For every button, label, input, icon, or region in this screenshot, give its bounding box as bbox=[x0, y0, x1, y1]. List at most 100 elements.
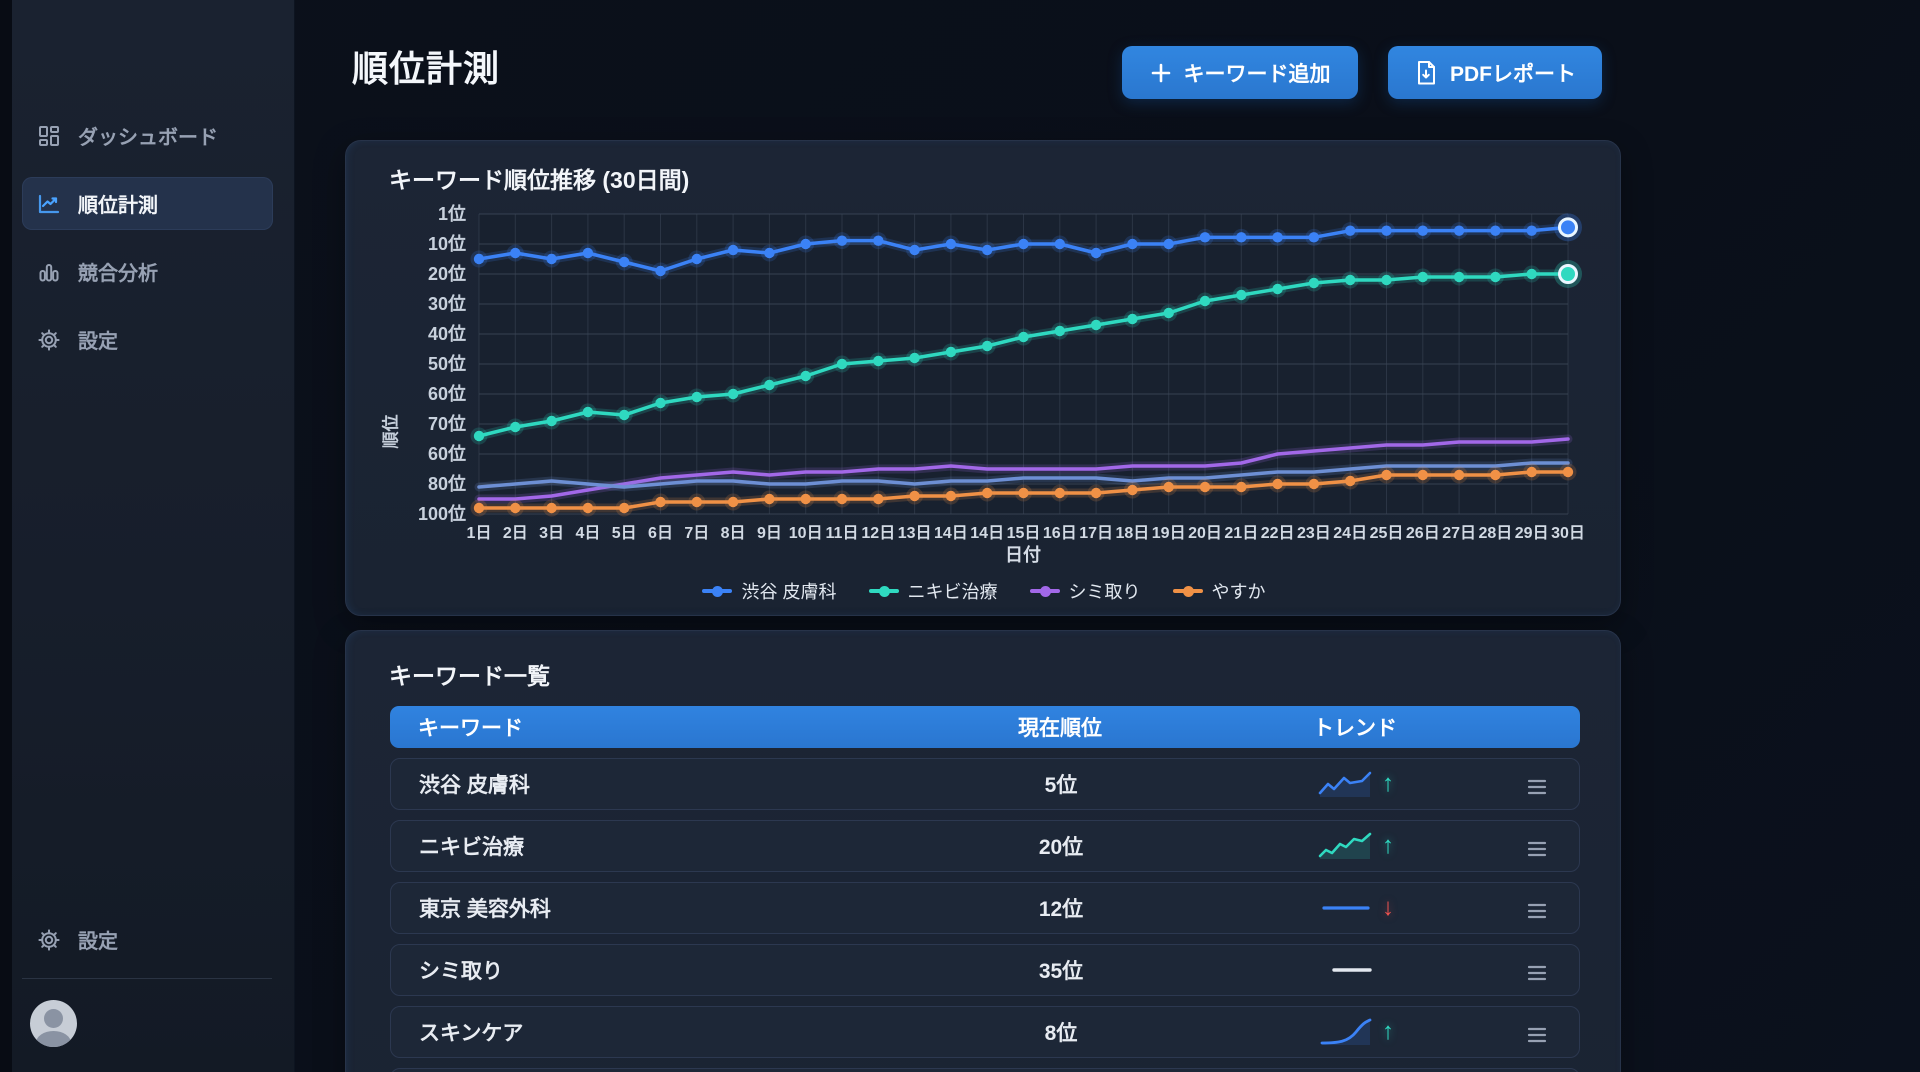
row-menu-icon[interactable] bbox=[1527, 963, 1547, 987]
keyword-list-title: キーワード一覧 bbox=[389, 663, 550, 689]
svg-text:21日: 21日 bbox=[1224, 524, 1258, 542]
svg-text:5日: 5日 bbox=[612, 524, 637, 542]
trend-up-icon: ↑ bbox=[1382, 832, 1394, 859]
legend-marker-icon bbox=[702, 585, 733, 597]
table-header-row: キーワード 現在順位 トレンド bbox=[390, 706, 1580, 748]
trend-cell bbox=[1251, 955, 1461, 985]
svg-text:80位: 80位 bbox=[428, 473, 466, 494]
sidebar: ダッシュボード 順位計測 競合分析 bbox=[0, 0, 295, 1072]
rank-cell: 12位 bbox=[1038, 898, 1084, 921]
pdf-report-button[interactable]: PDFレポート bbox=[1388, 46, 1602, 99]
column-header-trend: トレンド bbox=[1313, 717, 1397, 740]
gear-icon bbox=[36, 927, 62, 953]
svg-text:40位: 40位 bbox=[428, 323, 466, 344]
legend-marker-icon bbox=[1029, 585, 1060, 597]
rank-chart-card: キーワード順位推移 (30日間) 1位 10位 20位 30位 40位 50位 60位 70位… bbox=[345, 140, 1621, 616]
table-row[interactable]: 渋谷 皮膚科 5位 ↑ bbox=[390, 758, 1580, 810]
legend-label: シミ取り bbox=[1068, 582, 1141, 602]
rank-cell: 5位 bbox=[1044, 774, 1078, 797]
svg-text:14日: 14日 bbox=[970, 524, 1004, 542]
svg-text:7日: 7日 bbox=[684, 524, 709, 542]
user-avatar[interactable] bbox=[30, 1000, 77, 1047]
sidebar-item-settings[interactable]: 設定 bbox=[22, 313, 273, 366]
legend-label: ニキビ治療 bbox=[907, 582, 998, 602]
table-row-partial[interactable] bbox=[390, 1068, 1580, 1072]
trend-cell: ↑ bbox=[1251, 1017, 1461, 1047]
keyword-cell: シミ取り bbox=[419, 960, 503, 983]
svg-text:10日: 10日 bbox=[789, 524, 823, 542]
svg-text:28日: 28日 bbox=[1478, 524, 1512, 542]
svg-text:50位: 50位 bbox=[428, 353, 466, 374]
svg-text:30日: 30日 bbox=[1551, 524, 1585, 542]
row-menu-icon[interactable] bbox=[1527, 839, 1547, 863]
sidebar-divider bbox=[22, 978, 272, 979]
x-axis-label: 日付 bbox=[1005, 545, 1041, 565]
svg-text:29日: 29日 bbox=[1515, 524, 1549, 542]
avatar-body bbox=[36, 1031, 71, 1047]
trend-cell: ↑ bbox=[1251, 769, 1461, 799]
plus-icon bbox=[1150, 62, 1172, 84]
gear-icon bbox=[36, 327, 62, 353]
svg-text:60位: 60位 bbox=[428, 443, 466, 464]
svg-text:15日: 15日 bbox=[1007, 524, 1041, 542]
sidebar-item-competitor-analysis[interactable]: 競合分析 bbox=[22, 245, 273, 298]
rank-cell: 20位 bbox=[1038, 836, 1084, 859]
avatar-head bbox=[44, 1009, 63, 1028]
svg-text:30位: 30位 bbox=[428, 293, 466, 314]
trend-up-icon: ↑ bbox=[1382, 770, 1394, 797]
svg-text:8日: 8日 bbox=[721, 524, 746, 542]
keyword-cell: 東京 美容外科 bbox=[419, 898, 551, 921]
svg-text:9日: 9日 bbox=[757, 524, 782, 542]
row-menu-icon[interactable] bbox=[1527, 777, 1547, 801]
svg-text:3日: 3日 bbox=[539, 524, 564, 542]
sidebar-item-dashboard[interactable]: ダッシュボード bbox=[22, 109, 273, 162]
keyword-cell: 渋谷 皮膚科 bbox=[419, 774, 530, 797]
svg-text:18日: 18日 bbox=[1115, 524, 1149, 542]
legend-item[interactable]: ニキビ治療 bbox=[868, 578, 998, 604]
sidebar-item-settings-bottom[interactable]: 設定 bbox=[22, 913, 273, 966]
svg-text:10位: 10位 bbox=[428, 233, 466, 254]
table-row[interactable]: ニキビ治療 20位 ↑ bbox=[390, 820, 1580, 872]
svg-text:12日: 12日 bbox=[861, 524, 895, 542]
legend-item[interactable]: やすか bbox=[1172, 578, 1266, 604]
keyword-cell: スキンケア bbox=[419, 1022, 524, 1045]
svg-text:1位: 1位 bbox=[438, 203, 466, 224]
sidebar-item-rank-tracking[interactable]: 順位計測 bbox=[22, 177, 273, 230]
column-header-current-rank: 現在順位 bbox=[1018, 717, 1102, 740]
rank-cell: 35位 bbox=[1038, 960, 1084, 983]
row-menu-icon[interactable] bbox=[1527, 901, 1547, 925]
dashboard-grid-icon bbox=[36, 123, 62, 149]
row-menu-icon[interactable] bbox=[1527, 1025, 1547, 1049]
add-keyword-button[interactable]: キーワード追加 bbox=[1122, 46, 1358, 99]
pdf-report-label: PDFレポート bbox=[1450, 62, 1576, 86]
table-row[interactable]: スキンケア 8位 ↑ bbox=[390, 1006, 1580, 1058]
sparkline-up-icon bbox=[1318, 832, 1372, 859]
sidebar-item-label: 順位計測 bbox=[78, 195, 158, 217]
svg-text:27日: 27日 bbox=[1442, 524, 1476, 542]
legend-label: やすか bbox=[1211, 582, 1266, 602]
pdf-document-icon bbox=[1414, 60, 1438, 86]
table-row[interactable]: 東京 美容外科 12位 ↓ bbox=[390, 882, 1580, 934]
svg-text:20位: 20位 bbox=[428, 263, 466, 284]
legend-item[interactable]: シミ取り bbox=[1029, 578, 1141, 604]
svg-text:2日: 2日 bbox=[503, 524, 528, 542]
add-keyword-label: キーワード追加 bbox=[1183, 62, 1331, 86]
svg-text:17日: 17日 bbox=[1079, 524, 1113, 542]
sidebar-item-label: 設定 bbox=[78, 931, 118, 953]
svg-text:26日: 26日 bbox=[1406, 524, 1440, 542]
sidebar-item-label: ダッシュボード bbox=[78, 127, 218, 149]
line-chart-icon bbox=[36, 191, 62, 217]
svg-text:6日: 6日 bbox=[648, 524, 673, 542]
sparkline-flat-icon bbox=[1332, 968, 1372, 972]
legend-item[interactable]: 渋谷 皮膚科 bbox=[702, 578, 837, 604]
svg-text:23日: 23日 bbox=[1297, 524, 1331, 542]
svg-text:24日: 24日 bbox=[1333, 524, 1367, 542]
table-row[interactable]: シミ取り 35位 bbox=[390, 944, 1580, 996]
svg-text:16日: 16日 bbox=[1043, 524, 1077, 542]
sidebar-item-label: 設定 bbox=[78, 331, 118, 353]
bar-chart-icon bbox=[36, 259, 62, 285]
svg-text:1日: 1日 bbox=[467, 524, 492, 542]
svg-text:13日: 13日 bbox=[898, 524, 932, 542]
